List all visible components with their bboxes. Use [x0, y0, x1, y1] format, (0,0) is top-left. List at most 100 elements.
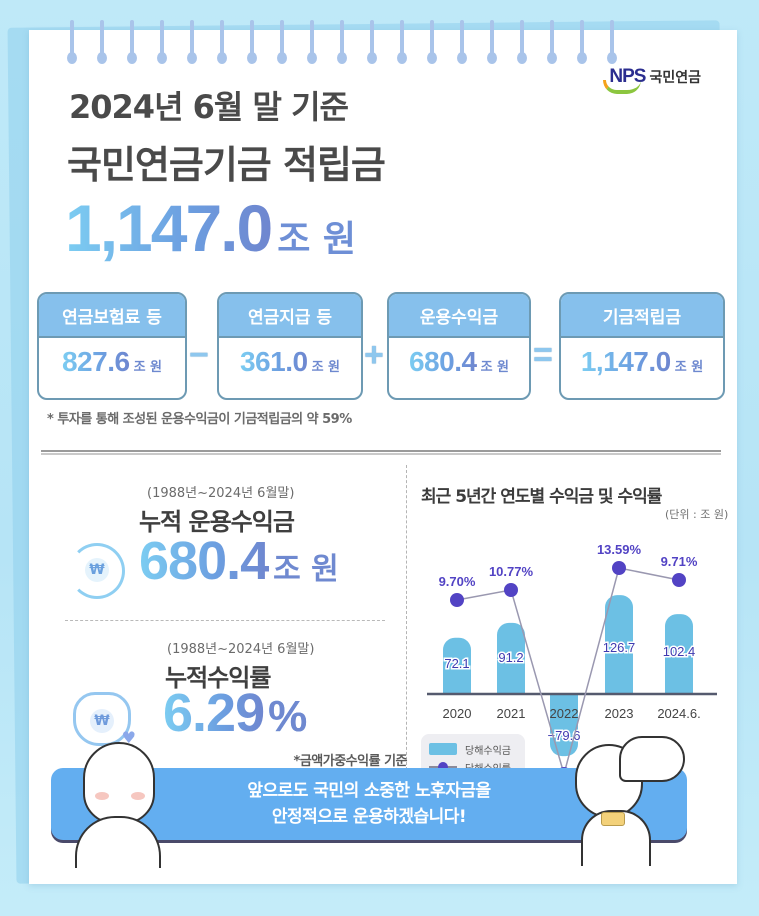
character-right-head — [575, 744, 643, 818]
return-value-block: 6.29 % — [163, 682, 307, 744]
character-right-hair — [619, 736, 685, 782]
won-cycle-icon: ₩ — [69, 543, 125, 599]
scarf — [601, 812, 625, 826]
return-unit: % — [268, 692, 308, 741]
return-value: 6.29 — [163, 683, 265, 743]
bar-income — [497, 622, 525, 694]
formula-box-value: 1,147.0 — [580, 346, 671, 377]
x-tick-label: 2023 — [605, 706, 634, 721]
return-point — [504, 583, 518, 597]
equals-icon: = — [533, 336, 553, 374]
return-point — [612, 561, 626, 575]
binder-ring-icon — [67, 20, 77, 65]
logo-swoosh-icon — [603, 80, 642, 94]
binder-ring-icon — [157, 20, 167, 65]
formula-box-contributions: 연금보험료 등 827.6 조 원 — [37, 292, 187, 400]
income-value-block: 680.4 조 원 — [139, 530, 339, 592]
binder-ring-icon — [547, 20, 557, 65]
bar-value-label: 102.4 — [663, 644, 696, 659]
formula-box-investment-income: 운용수익금 680.4 조 원 — [387, 292, 531, 400]
bar-value-label: 72.1 — [444, 656, 469, 671]
return-point — [450, 593, 464, 607]
binder-ring-icon — [397, 20, 407, 65]
return-value-label: 9.70% — [439, 574, 476, 589]
income-period: (1988년~2024년 6월말) — [147, 486, 295, 501]
formula-box-label: 운용수익금 — [389, 294, 529, 338]
formula-box-label: 연금보험료 등 — [39, 294, 185, 338]
bar-value-label: 126.7 — [603, 640, 636, 655]
bar-income — [605, 595, 633, 694]
chart-unit: (단위 : 조 원) — [665, 508, 729, 521]
formula-box-unit: 조 원 — [133, 360, 163, 375]
stats-divider — [65, 620, 385, 621]
formula-box-unit: 조 원 — [674, 360, 704, 375]
formula-footnote: * 투자를 통해 조성된 운용수익금이 기금적립금의 약 59% — [47, 412, 352, 427]
character-left-body — [75, 816, 161, 868]
date-line: 2024년 6월 말 기준 — [69, 88, 349, 126]
return-title: 누적수익률 — [165, 664, 271, 692]
binder-ring-icon — [277, 20, 287, 65]
bar-value-label: 91.2 — [498, 650, 523, 665]
x-tick-label: 2024.6. — [657, 706, 700, 721]
formula-box-value: 680.4 — [408, 346, 477, 377]
binder-ring-icon — [577, 20, 587, 65]
minus-icon: − — [189, 336, 209, 374]
return-value-label: 10.77% — [489, 564, 534, 579]
return-value-label: 9.71% — [661, 554, 698, 569]
legend-item-income: 당해수익금 — [429, 740, 517, 758]
formula-box-payments: 연금지급 등 361.0 조 원 — [217, 292, 363, 400]
bar-income — [665, 614, 693, 694]
binder-ring-icon — [307, 20, 317, 65]
legend-label: 당해수익금 — [465, 745, 511, 757]
binder-ring-icon — [337, 20, 347, 65]
return-value-label: 13.59% — [597, 542, 642, 557]
binder-ring-icon — [217, 20, 227, 65]
line-marker-icon — [429, 761, 457, 773]
binder-ring-icon — [487, 20, 497, 65]
plus-icon: + — [364, 336, 384, 374]
logo-name: 국민연금 — [649, 70, 701, 86]
return-period: (1988년~2024년 6월말) — [167, 642, 315, 657]
notepad-card: NPS 국민연금 2024년 6월 말 기준 국민연금기금 적립금 1,147.… — [29, 20, 737, 884]
binder-ring-icon — [427, 20, 437, 65]
formula-box-fund-reserve: 기금적립금 1,147.0 조 원 — [559, 292, 725, 400]
formula-box-label: 기금적립금 — [561, 294, 723, 338]
binder-ring-icon — [457, 20, 467, 65]
formula-box-unit: 조 원 — [311, 360, 341, 375]
nps-logo: NPS 국민연금 — [603, 66, 701, 94]
binder-ring-icon — [607, 20, 617, 65]
bar-income — [443, 637, 471, 694]
formula-box-label: 연금지급 등 — [219, 294, 361, 338]
money-bag-icon: ₩ ♥ — [73, 692, 136, 747]
return-footnote: *금액가중수익률 기준 — [293, 754, 408, 769]
x-tick-label: 2020 — [443, 706, 472, 721]
binder-ring-icon — [247, 20, 257, 65]
section-divider — [41, 450, 721, 455]
binder-ring-icon — [127, 20, 137, 65]
binder-ring-icon — [367, 20, 377, 65]
page-title: 국민연금기금 적립금 — [67, 143, 386, 187]
bar-swatch-icon — [429, 743, 457, 755]
binder-ring-icon — [187, 20, 197, 65]
total-unit: 조 원 — [277, 219, 356, 260]
formula-box-unit: 조 원 — [480, 360, 510, 375]
character-left-head — [83, 742, 155, 824]
formula-box-value: 361.0 — [239, 346, 308, 377]
return-point — [672, 573, 686, 587]
bar-income — [550, 694, 578, 757]
income-title: 누적 운용수익금 — [139, 508, 295, 536]
x-tick-label: 2022 — [550, 706, 579, 721]
formula-box-value: 827.6 — [61, 346, 130, 377]
total-value: 1,147.0 — [65, 191, 273, 265]
vertical-divider — [406, 465, 407, 770]
chart-title: 최근 5년간 연도별 수익금 및 수익률 — [421, 487, 662, 507]
binder-ring-icon — [517, 20, 527, 65]
binder-ring-icon — [97, 20, 107, 65]
x-tick-label: 2021 — [497, 706, 526, 721]
income-value: 680.4 — [139, 531, 270, 591]
total-fund-value: 1,147.0 조 원 — [65, 190, 356, 266]
banner-line-2: 안정적으로 운용하겠습니다! — [271, 807, 467, 827]
fund-formula: 연금보험료 등 827.6 조 원 − 연금지급 등 361.0 조 원 + 운용수… — [37, 292, 727, 402]
income-unit: 조 원 — [273, 552, 339, 587]
